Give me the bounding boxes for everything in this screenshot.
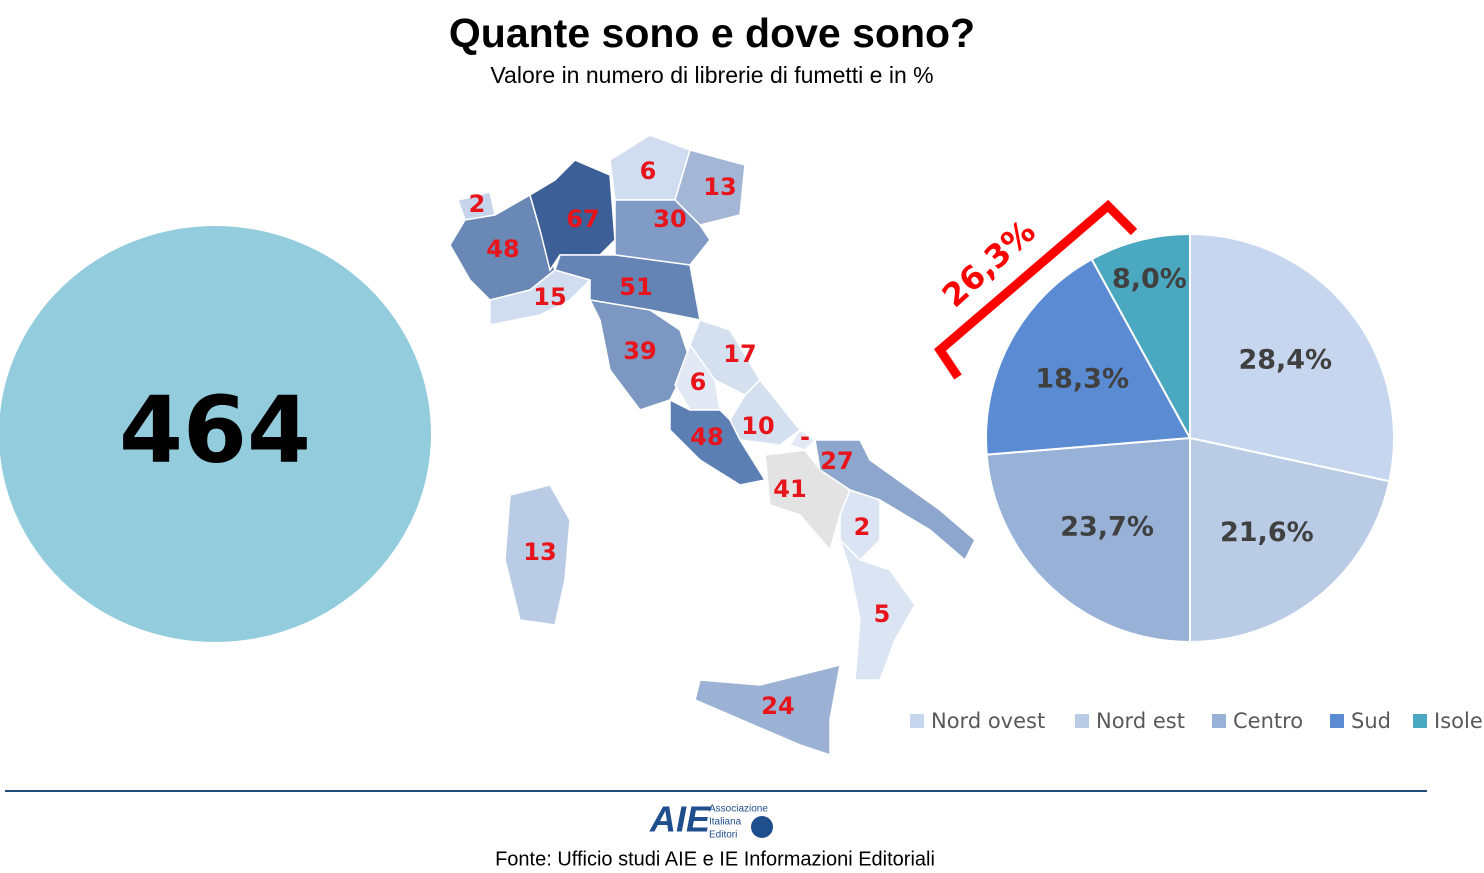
slice-label: 8,0% xyxy=(1112,263,1187,294)
logo-mark: AIE xyxy=(649,799,711,840)
map-value: 41 xyxy=(773,475,806,503)
map-value: 13 xyxy=(523,538,556,566)
pie-slice xyxy=(1189,232,1395,483)
map-value: 67 xyxy=(566,205,599,233)
logo-text: Associazione xyxy=(709,804,768,815)
pie-slice xyxy=(1189,436,1391,644)
legend-label: Nord est xyxy=(1096,709,1185,733)
map-region xyxy=(614,199,711,266)
annotation-bracket xyxy=(934,199,1138,380)
map-region xyxy=(694,663,841,757)
map-value: 5 xyxy=(874,600,891,628)
total-circle xyxy=(0,226,431,642)
map-region xyxy=(674,149,746,226)
map-region xyxy=(489,269,592,326)
slice-label: 21,6% xyxy=(1220,517,1314,548)
pie-slice xyxy=(985,436,1191,644)
annotation-label: 26,3% xyxy=(935,212,1043,315)
map-value: 30 xyxy=(653,205,686,233)
map-region xyxy=(669,398,767,486)
slice-label: 18,3% xyxy=(1035,364,1129,395)
logo-badge xyxy=(751,816,773,838)
map-value: 13 xyxy=(703,173,736,201)
map-region xyxy=(839,539,916,681)
slice-label: 23,7% xyxy=(1060,512,1154,543)
subtitle: Valore in numero di librerie di fumetti … xyxy=(490,62,933,88)
legend-label: Sud xyxy=(1351,709,1391,733)
source: Fonte: Ufficio studi AIE e IE Informazio… xyxy=(495,848,935,870)
map-value: 48 xyxy=(486,235,519,263)
map-value: 15 xyxy=(533,283,566,311)
map-value: 10 xyxy=(741,412,774,440)
map-value: 24 xyxy=(761,692,794,720)
legend-swatch xyxy=(1330,714,1344,728)
legend-label: Nord ovest xyxy=(931,709,1045,733)
map-value: 48 xyxy=(690,423,723,451)
legend-swatch xyxy=(1075,714,1089,728)
map-value: 17 xyxy=(723,340,756,368)
total-value: 464 xyxy=(119,376,311,483)
logo-text: Editori xyxy=(709,830,737,841)
map-value: 39 xyxy=(623,337,656,365)
map-value: 51 xyxy=(619,273,652,301)
map-region xyxy=(504,484,571,626)
map-value: 6 xyxy=(640,157,657,185)
legend-swatch xyxy=(1212,714,1226,728)
map-value: 2 xyxy=(854,513,871,541)
legend-label: Isole xyxy=(1434,709,1483,733)
title: Quante sono e dove sono? xyxy=(449,10,975,56)
pie-slice xyxy=(985,257,1192,456)
map-value: - xyxy=(800,423,810,451)
map-value: 6 xyxy=(690,368,707,396)
pie-slice xyxy=(1090,232,1191,439)
logo-text: Italiana xyxy=(709,817,742,828)
map-value: 2 xyxy=(469,190,486,218)
legend-swatch xyxy=(1413,714,1427,728)
map-value: 27 xyxy=(820,447,853,475)
map-region xyxy=(529,159,616,272)
slice-label: 28,4% xyxy=(1238,345,1332,376)
legend-label: Centro xyxy=(1233,709,1303,733)
legend-swatch xyxy=(910,714,924,728)
